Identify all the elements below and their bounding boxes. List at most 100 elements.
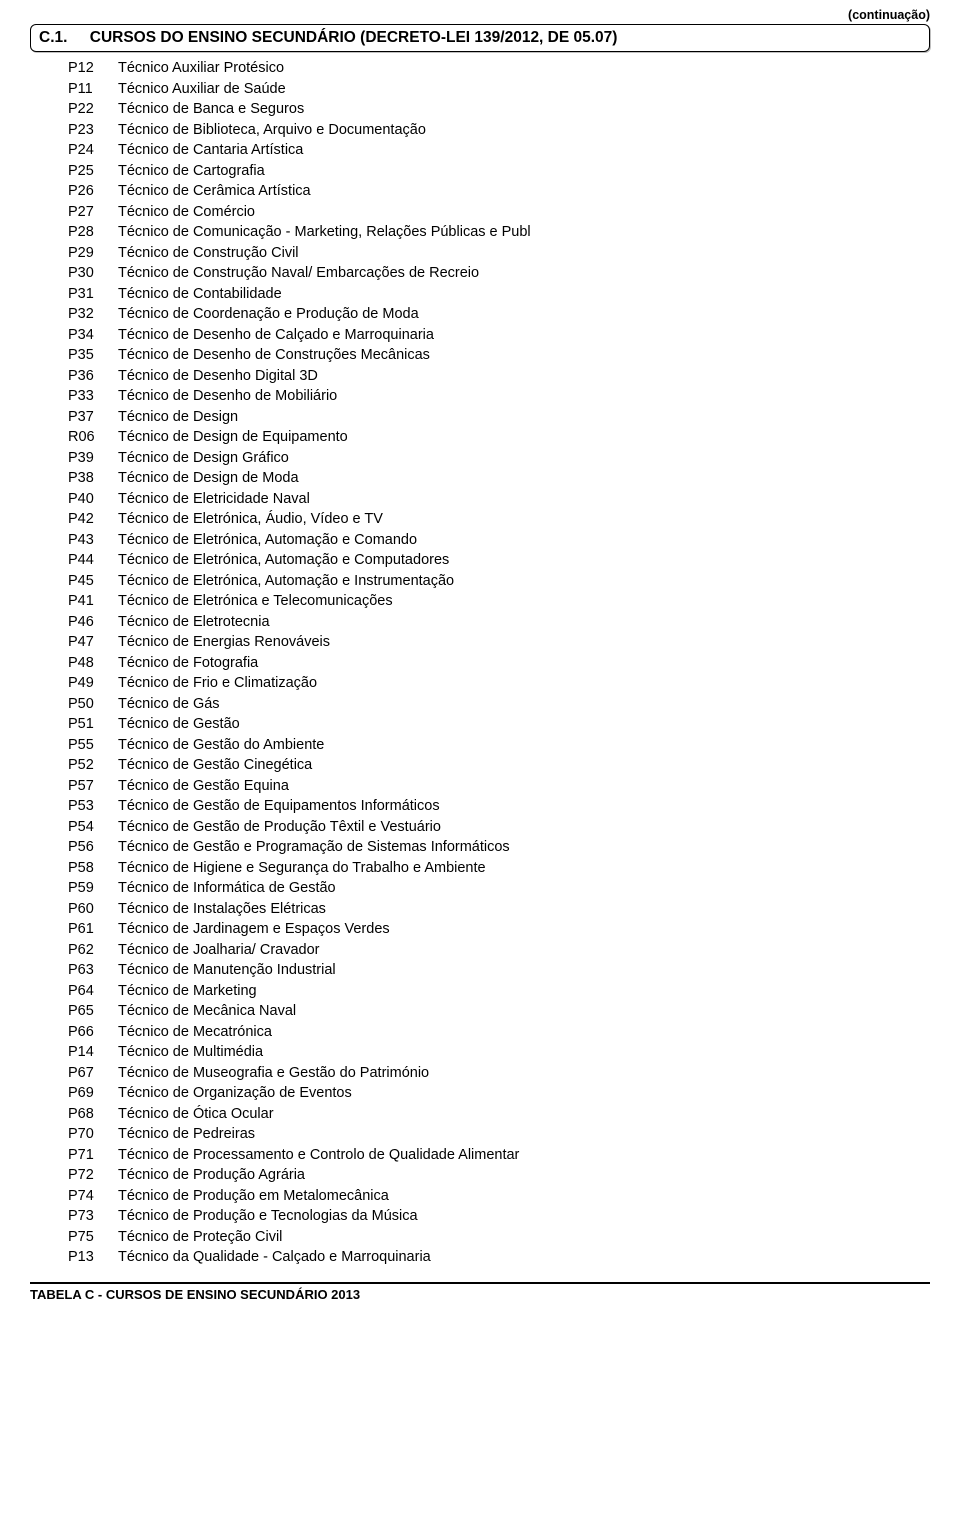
list-item: P67Técnico de Museografia e Gestão do Pa… (68, 1063, 920, 1084)
course-code: P27 (68, 202, 118, 223)
course-description: Técnico de Joalharia/ Cravador (118, 940, 920, 961)
course-description: Técnico da Qualidade - Calçado e Marroqu… (118, 1247, 920, 1268)
course-description: Técnico de Gestão do Ambiente (118, 735, 920, 756)
course-code: P13 (68, 1247, 118, 1268)
list-item: P46Técnico de Eletrotecnia (68, 612, 920, 633)
list-item: P63Técnico de Manutenção Industrial (68, 960, 920, 981)
list-item: P30Técnico de Construção Naval/ Embarcaç… (68, 263, 920, 284)
course-description: Técnico de Comunicação - Marketing, Rela… (118, 222, 920, 243)
course-code: P31 (68, 284, 118, 305)
course-code: P47 (68, 632, 118, 653)
course-description: Técnico de Eletricidade Naval (118, 489, 920, 510)
list-item: P26Técnico de Cerâmica Artística (68, 181, 920, 202)
course-description: Técnico de Frio e Climatização (118, 673, 920, 694)
course-description: Técnico de Organização de Eventos (118, 1083, 920, 1104)
list-item: P54Técnico de Gestão de Produção Têxtil … (68, 817, 920, 838)
course-code: R06 (68, 427, 118, 448)
course-description: Técnico de Gestão Equina (118, 776, 920, 797)
list-item: P23Técnico de Biblioteca, Arquivo e Docu… (68, 120, 920, 141)
course-code: P50 (68, 694, 118, 715)
list-item: P69Técnico de Organização de Eventos (68, 1083, 920, 1104)
section-title: CURSOS DO ENSINO SECUNDÁRIO (DECRETO-LEI… (90, 29, 618, 46)
course-description: Técnico de Cantaria Artística (118, 140, 920, 161)
course-description: Técnico de Biblioteca, Arquivo e Documen… (118, 120, 920, 141)
list-item: P35Técnico de Desenho de Construções Mec… (68, 345, 920, 366)
course-description: Técnico de Eletrónica, Automação e Coman… (118, 530, 920, 551)
course-code: P35 (68, 345, 118, 366)
list-item: P41Técnico de Eletrónica e Telecomunicaç… (68, 591, 920, 612)
list-item: P27Técnico de Comércio (68, 202, 920, 223)
list-item: P33Técnico de Desenho de Mobiliário (68, 386, 920, 407)
list-item: P53Técnico de Gestão de Equipamentos Inf… (68, 796, 920, 817)
course-code: P22 (68, 99, 118, 120)
course-code: P24 (68, 140, 118, 161)
course-code: P43 (68, 530, 118, 551)
course-code: P26 (68, 181, 118, 202)
list-item: P40Técnico de Eletricidade Naval (68, 489, 920, 510)
list-item: P65Técnico de Mecânica Naval (68, 1001, 920, 1022)
course-code: P28 (68, 222, 118, 243)
course-description: Técnico de Eletrónica, Automação e Compu… (118, 550, 920, 571)
list-item: P50Técnico de Gás (68, 694, 920, 715)
course-description: Técnico de Proteção Civil (118, 1227, 920, 1248)
course-description: Técnico de Gestão de Produção Têxtil e V… (118, 817, 920, 838)
section-number: C.1. (39, 29, 67, 47)
list-item: P43Técnico de Eletrónica, Automação e Co… (68, 530, 920, 551)
course-description: Técnico de Desenho de Mobiliário (118, 386, 920, 407)
course-description: Técnico de Coordenação e Produção de Mod… (118, 304, 920, 325)
course-code: P61 (68, 919, 118, 940)
course-code: P44 (68, 550, 118, 571)
course-description: Técnico de Eletrotecnia (118, 612, 920, 633)
course-description: Técnico de Gestão (118, 714, 920, 735)
course-code: P69 (68, 1083, 118, 1104)
course-description: Técnico de Pedreiras (118, 1124, 920, 1145)
course-description: Técnico de Jardinagem e Espaços Verdes (118, 919, 920, 940)
list-item: P61Técnico de Jardinagem e Espaços Verde… (68, 919, 920, 940)
list-item: P75Técnico de Proteção Civil (68, 1227, 920, 1248)
course-code: P71 (68, 1145, 118, 1166)
course-code: P39 (68, 448, 118, 469)
course-description: Técnico de Cerâmica Artística (118, 181, 920, 202)
course-code: P72 (68, 1165, 118, 1186)
page-footer: TABELA C - CURSOS DE ENSINO SECUNDÁRIO 2… (30, 1282, 930, 1302)
course-code: P49 (68, 673, 118, 694)
course-code: P66 (68, 1022, 118, 1043)
course-description: Técnico de Eletrónica, Áudio, Vídeo e TV (118, 509, 920, 530)
course-description: Técnico de Design de Equipamento (118, 427, 920, 448)
list-item: P57Técnico de Gestão Equina (68, 776, 920, 797)
list-item: P34Técnico de Desenho de Calçado e Marro… (68, 325, 920, 346)
list-item: P39Técnico de Design Gráfico (68, 448, 920, 469)
course-code: P74 (68, 1186, 118, 1207)
course-code: P42 (68, 509, 118, 530)
list-item: P31Técnico de Contabilidade (68, 284, 920, 305)
course-code: P65 (68, 1001, 118, 1022)
course-description: Técnico de Informática de Gestão (118, 878, 920, 899)
course-code: P37 (68, 407, 118, 428)
course-code: P36 (68, 366, 118, 387)
list-item: P52Técnico de Gestão Cinegética (68, 755, 920, 776)
course-description: Técnico de Mecatrónica (118, 1022, 920, 1043)
list-item: P29Técnico de Construção Civil (68, 243, 920, 264)
course-code: P62 (68, 940, 118, 961)
course-description: Técnico de Produção Agrária (118, 1165, 920, 1186)
course-code: P45 (68, 571, 118, 592)
course-description: Técnico de Construção Civil (118, 243, 920, 264)
course-code: P38 (68, 468, 118, 489)
course-code: P40 (68, 489, 118, 510)
course-description: Técnico de Museografia e Gestão do Patri… (118, 1063, 920, 1084)
list-item: P70Técnico de Pedreiras (68, 1124, 920, 1145)
list-item: P13Técnico da Qualidade - Calçado e Marr… (68, 1247, 920, 1268)
course-description: Técnico de Eletrónica e Telecomunicações (118, 591, 920, 612)
list-item: P58Técnico de Higiene e Segurança do Tra… (68, 858, 920, 879)
course-code: P48 (68, 653, 118, 674)
course-code: P56 (68, 837, 118, 858)
course-code: P52 (68, 755, 118, 776)
course-description: Técnico de Energias Renováveis (118, 632, 920, 653)
course-code: P58 (68, 858, 118, 879)
list-item: P22Técnico de Banca e Seguros (68, 99, 920, 120)
course-description: Técnico de Mecânica Naval (118, 1001, 920, 1022)
course-description: Técnico de Design (118, 407, 920, 428)
course-code: P30 (68, 263, 118, 284)
course-code: P73 (68, 1206, 118, 1227)
course-code: P29 (68, 243, 118, 264)
